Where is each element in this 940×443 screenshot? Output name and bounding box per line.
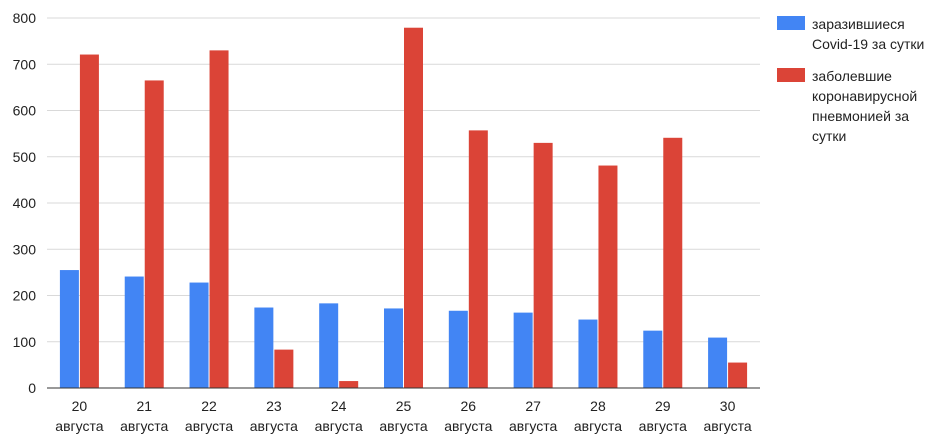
legend-label-infected: заразившиеся [812,16,905,32]
legend-label-pneumonia: пневмонией за [812,108,909,124]
y-tick-label: 600 [13,103,37,119]
y-tick-label: 500 [13,149,37,165]
y-tick-label: 800 [13,10,37,26]
bar-pneumonia [79,54,99,388]
x-tick-label-day: 30 [720,398,736,414]
legend: заразившиеся Covid-19 за сутки заболевшие к… [777,16,924,144]
bar-infected [319,303,339,388]
legend-swatch-infected [777,16,805,30]
bar-infected [513,312,533,388]
y-tick-label: 300 [13,241,37,257]
bar-infected [448,310,468,388]
x-tick-label-month: августа [639,418,687,434]
bar-infected [59,270,79,388]
y-tick-label: 400 [13,195,37,211]
x-tick-label-month: августа [120,418,168,434]
x-tick-label-month: августа [250,418,298,434]
bar-infected [124,276,144,388]
legend-label-pneumonia: коронавирусной [812,88,917,104]
bar-pneumonia [663,137,683,388]
y-tick-label: 700 [13,56,37,72]
y-tick-label: 200 [13,288,37,304]
x-tick-label-day: 24 [331,398,347,414]
x-tick-label-day: 27 [525,398,541,414]
x-tick-label-day: 25 [396,398,412,414]
bar-infected [708,337,728,388]
bar-pneumonia [468,130,488,388]
axes: 0 100 200 300 400 500 600 700 800 20 августа 21 авгу… [13,10,760,434]
gridlines [47,17,760,343]
bar-pneumonia [728,362,748,388]
bar-pneumonia [404,27,423,389]
y-tick-label: 100 [13,334,37,350]
bar-pneumonia [533,142,553,388]
legend-label-pneumonia: сутки [812,128,846,144]
x-tick-label-month: августа [55,418,103,434]
bar-infected [578,319,598,388]
bars [59,27,748,389]
legend-label-pneumonia: заболевшие [812,68,892,84]
bar-pneumonia [339,381,359,388]
x-tick-label-day: 28 [590,398,606,414]
x-tick-label-month: августа [703,418,751,434]
x-tick-label-month: августа [574,418,622,434]
bar-infected [384,308,403,388]
x-tick-label-month: августа [185,418,233,434]
bar-pneumonia [144,80,164,388]
x-tick-label-day: 22 [201,398,217,414]
x-tick-label-month: августа [509,418,557,434]
y-tick-label: 0 [28,380,36,396]
x-tick-label-month: августа [315,418,363,434]
x-tick-label-day: 21 [136,398,152,414]
x-tick-label-day: 29 [655,398,671,414]
bar-pneumonia [274,349,294,388]
bar-pneumonia [598,165,618,388]
x-tick-label-month: августа [444,418,492,434]
legend-label-infected: Covid-19 за сутки [812,36,924,52]
legend-swatch-pneumonia [777,68,805,82]
x-tick-label-day: 23 [266,398,282,414]
x-tick-label-day: 20 [72,398,88,414]
x-tick-label-month: августа [379,418,427,434]
bar-infected [254,307,274,388]
x-tick-label-day: 26 [461,398,477,414]
bar-infected [189,282,209,388]
bar-pneumonia [209,50,229,388]
bar-infected [643,330,663,388]
